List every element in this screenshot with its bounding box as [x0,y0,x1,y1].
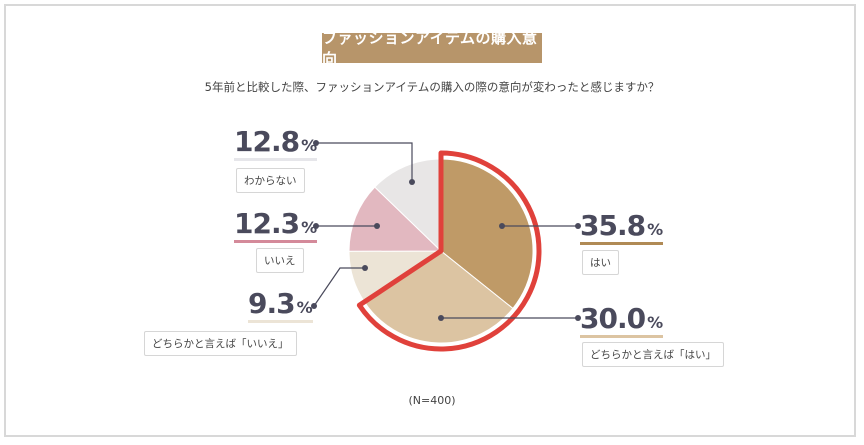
leader-line [316,142,413,182]
pct-unit: % [301,136,318,155]
pct-value: 9.3 [248,287,296,320]
leader-dot [575,223,581,229]
leader-dot [362,265,368,271]
pct-value: 30.0 [580,302,646,335]
leader-dot [313,223,319,229]
highlight-outline [356,150,542,352]
pct-label-somewhat-yes: 30.0 % [580,302,664,338]
pie-slice [440,158,534,310]
pie-slice [374,158,442,253]
pct-unit: % [301,218,318,237]
legend-tag-somewhat-yes: どちらかと言えば「はい」 [582,342,724,367]
pct-unit: % [647,220,664,239]
survey-question: 5年前と比較した際、ファッションアイテムの購入の際の意向が変わったと感じますか？ [204,80,660,94]
pct-label-yes: 35.8 % [580,209,664,245]
leader-dot [374,223,380,229]
leader-dot [313,140,319,146]
pct-unit: % [647,313,664,332]
pct-value: 35.8 [580,209,646,242]
leader-dot [499,223,505,229]
pct-label-somewhat-no: 9.3 % [248,290,313,323]
pct-unit: % [296,298,313,317]
pie-slice [348,186,443,252]
pct-value: 12.8 [234,125,300,158]
pct-value: 12.3 [234,207,300,240]
legend-tag-yes: はい [582,250,619,275]
leader-dot [311,303,317,309]
pie-slice [363,250,514,344]
pct-label-unknown: 12.8 % [234,125,318,161]
legend-tag-somewhat-no: どちらかと言えば「いいえ」 [144,331,297,356]
pct-label-no: 12.3 % [234,207,318,243]
leader-dot [438,315,444,321]
leader-dot [409,179,415,185]
leader-dot [575,315,581,321]
legend-tag-unknown: わからない [236,168,305,193]
legend-tag-no: いいえ [256,248,304,273]
sample-size-note: (N=400) [408,394,456,407]
leader-line [313,267,365,307]
